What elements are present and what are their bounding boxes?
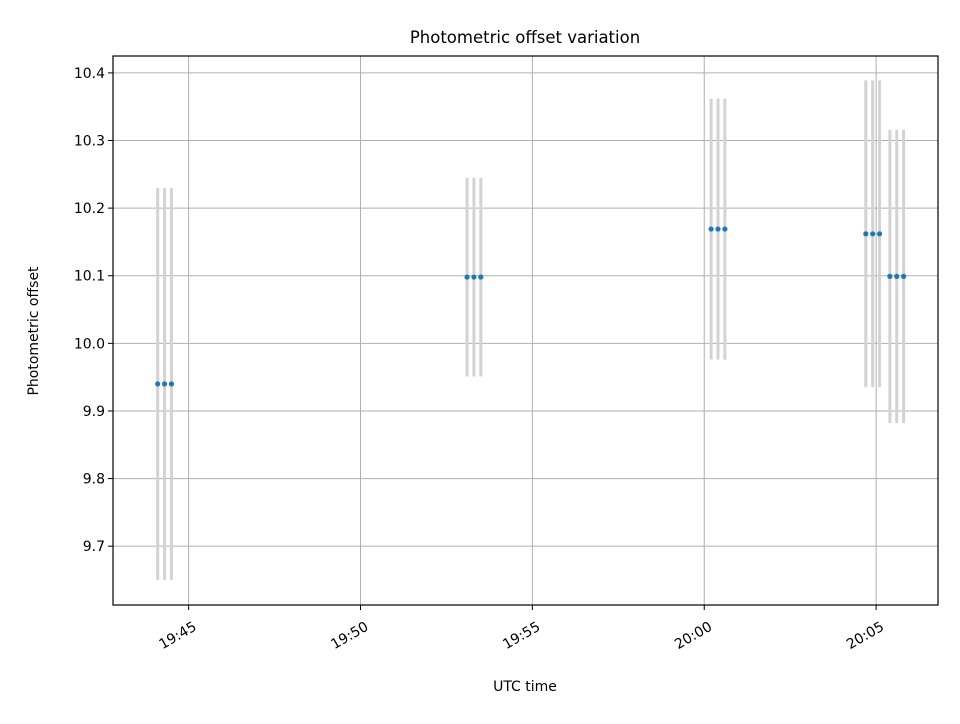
- data-point: [708, 226, 714, 232]
- y-tick-label: 10.3: [74, 134, 105, 150]
- data-point: [715, 226, 721, 232]
- data-point: [876, 231, 883, 237]
- y-tick-label: 9.9: [83, 404, 105, 420]
- data-point: [863, 231, 869, 237]
- data-point: [894, 273, 900, 280]
- data-point: [161, 381, 168, 387]
- y-tick-label: 9.7: [83, 539, 105, 555]
- data-point: [887, 273, 893, 280]
- data-point: [168, 381, 175, 387]
- x-axis-label: UTC time: [493, 679, 557, 695]
- y-tick-label: 9.8: [83, 472, 105, 488]
- data-point: [870, 231, 876, 237]
- chart-title: Photometric offset variation: [410, 28, 640, 47]
- data-point: [478, 274, 484, 280]
- data-point: [155, 381, 161, 387]
- data-point: [722, 226, 728, 232]
- y-tick-label: 10.4: [74, 66, 105, 82]
- data-point: [464, 274, 470, 280]
- grid-layer: [113, 56, 938, 605]
- y-tick-label: 10.2: [74, 201, 105, 217]
- data-point: [901, 273, 907, 280]
- y-axis-label: Photometric offset: [26, 266, 42, 396]
- plot-frame: [112, 55, 939, 606]
- y-axis-ticks: 9.7 9.8 9.9 10.0 10.1 10.2 10.3 10.4: [74, 66, 113, 555]
- data-point: [471, 274, 477, 280]
- y-tick-label: 10.1: [74, 269, 105, 285]
- y-tick-label: 10.0: [74, 336, 105, 352]
- point-layer: [155, 226, 907, 387]
